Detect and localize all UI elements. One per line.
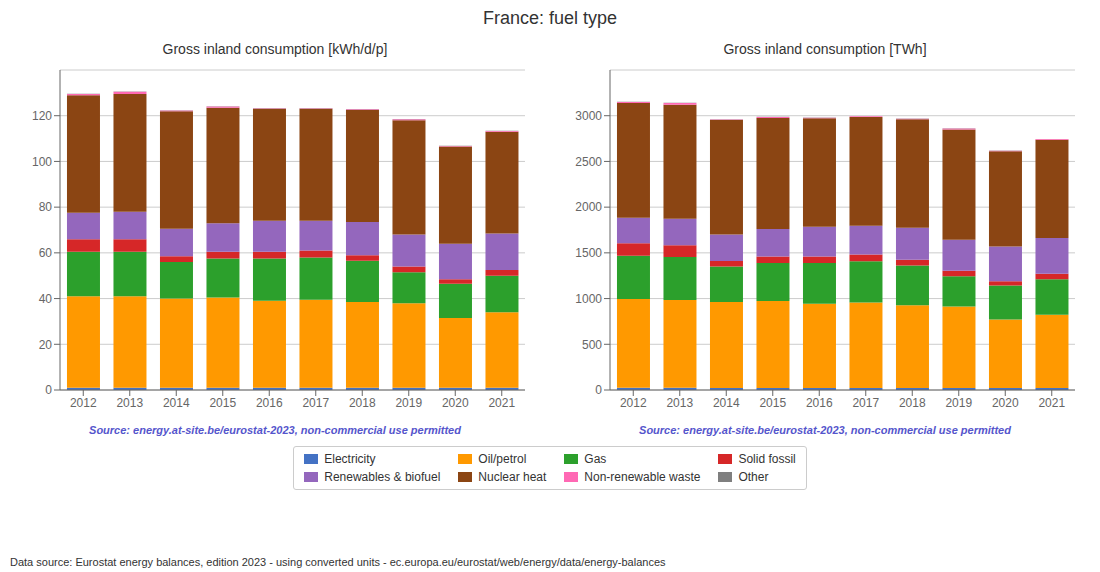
svg-text:2021: 2021 [1038, 396, 1065, 410]
svg-text:2014: 2014 [713, 396, 740, 410]
html-text:Gas: Gas [584, 452, 607, 466]
svg-text:500: 500 [582, 338, 602, 352]
html-text:Renewables & biofuel: Renewables & biofuel [324, 470, 441, 484]
svg-text:2012: 2012 [620, 396, 647, 410]
svg-text:2012: 2012 [70, 396, 97, 410]
svg-text:40: 40 [39, 292, 53, 306]
svg-text:2020: 2020 [992, 396, 1019, 410]
html-text:Other: Other [738, 470, 769, 484]
svg-text:2018: 2018 [899, 396, 926, 410]
svg-text:2016: 2016 [806, 396, 833, 410]
svg-text:2017: 2017 [852, 396, 879, 410]
svg-text:20: 20 [39, 338, 53, 352]
svg-text:2013: 2013 [116, 396, 143, 410]
svg-text:120: 120 [32, 109, 52, 123]
html-text:Gross inland consumption [kWh/: Gross inland consumption [kWh/d/p] [162, 41, 388, 57]
html-text:Non-renewable waste: Non-renewable waste [584, 470, 701, 484]
svg-text:2500: 2500 [575, 155, 602, 169]
svg-text:2015: 2015 [759, 396, 786, 410]
svg-text:1500: 1500 [575, 246, 602, 260]
html-text:Gross inland consumption [TWh]: Gross inland consumption [TWh] [723, 41, 927, 57]
svg-text:2019: 2019 [945, 396, 972, 410]
svg-text:2018: 2018 [349, 396, 376, 410]
svg-text:1000: 1000 [575, 292, 602, 306]
html-text:Oil/petrol: Oil/petrol [478, 452, 527, 466]
html-text:Source: energy.at-site.be/euro: Source: energy.at-site.be/eurostat-2023,… [89, 424, 461, 436]
svg-text:2014: 2014 [163, 396, 190, 410]
svg-text:2015: 2015 [209, 396, 236, 410]
svg-text:2021: 2021 [488, 396, 515, 410]
html-text:Solid fossil: Solid fossil [738, 452, 796, 466]
svg-text:2013: 2013 [666, 396, 693, 410]
html-text:France: fuel type: France: fuel type [483, 8, 617, 28]
svg-text:2017: 2017 [302, 396, 329, 410]
html-text:Data source: Eurostat energy b: Data source: Eurostat energy balances, e… [10, 556, 666, 568]
svg-text:0: 0 [45, 383, 52, 397]
svg-text:100: 100 [32, 155, 52, 169]
svg-text:3000: 3000 [575, 109, 602, 123]
svg-text:2016: 2016 [256, 396, 283, 410]
svg-text:60: 60 [39, 246, 53, 260]
html-text:Nuclear heat: Nuclear heat [478, 470, 547, 484]
html-text:Electricity: Electricity [324, 452, 376, 466]
html-text:Source: energy.at-site.be/euro: Source: energy.at-site.be/eurostat-2023,… [639, 424, 1011, 436]
svg-text:0: 0 [595, 383, 602, 397]
svg-text:2019: 2019 [395, 396, 422, 410]
svg-text:2020: 2020 [442, 396, 469, 410]
svg-text:80: 80 [39, 200, 53, 214]
svg-text:2000: 2000 [575, 200, 602, 214]
